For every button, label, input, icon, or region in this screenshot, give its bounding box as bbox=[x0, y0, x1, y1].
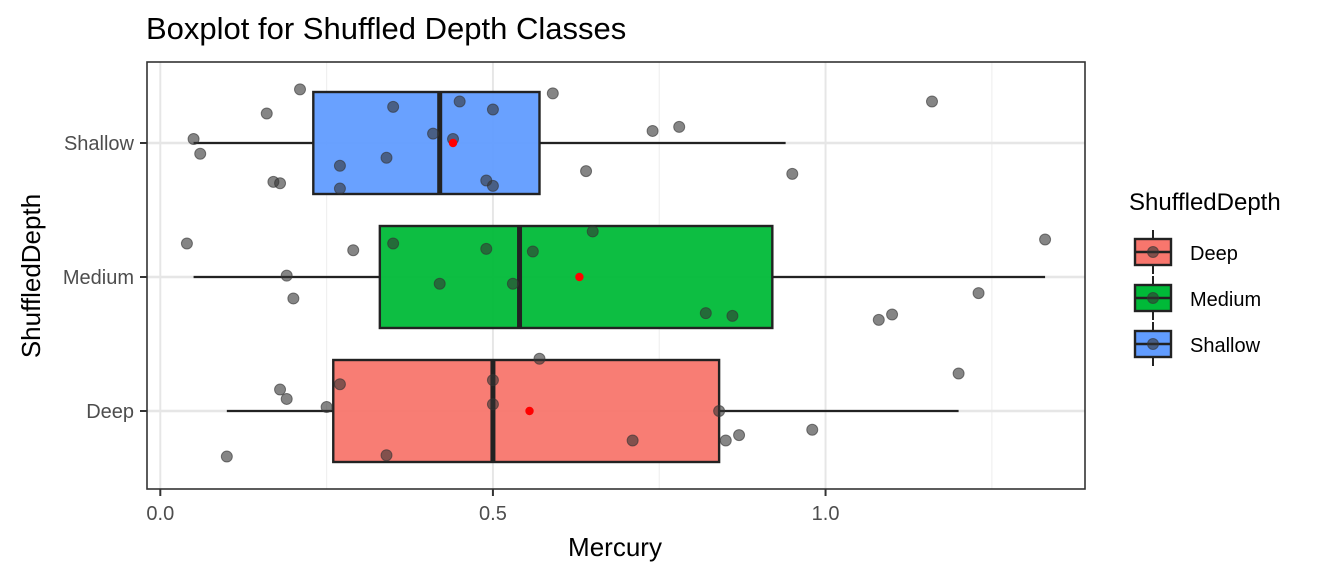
data-point-medium bbox=[180, 237, 193, 250]
data-point-shallow bbox=[925, 95, 938, 108]
data-point-shallow bbox=[294, 83, 307, 96]
data-point-shallow bbox=[333, 159, 346, 172]
data-point-deep bbox=[806, 423, 819, 436]
data-point-deep bbox=[280, 392, 293, 405]
y-tick-label: Deep bbox=[86, 401, 134, 423]
data-point-shallow bbox=[387, 100, 400, 113]
data-point-shallow bbox=[546, 87, 559, 100]
data-point-deep bbox=[713, 405, 726, 417]
panel-border bbox=[146, 61, 1086, 490]
data-point-deep bbox=[274, 383, 287, 396]
data-point-deep bbox=[333, 378, 346, 391]
data-point-shallow bbox=[427, 127, 440, 140]
x-tick-label: 0.5 bbox=[479, 503, 507, 525]
data-point-deep bbox=[952, 367, 965, 380]
data-point-deep bbox=[719, 434, 732, 447]
legend-item-deep: Deep bbox=[1133, 230, 1238, 274]
data-point-shallow bbox=[486, 103, 499, 116]
x-tick-label: 1.0 bbox=[812, 503, 840, 525]
data-point-medium bbox=[872, 313, 885, 326]
data-point-shallow bbox=[673, 120, 686, 133]
mean-point-deep bbox=[525, 406, 534, 416]
data-point-deep bbox=[320, 400, 333, 413]
data-point-shallow bbox=[486, 179, 499, 192]
data-point-medium bbox=[1039, 233, 1052, 246]
legend-item-shallow: Shallow bbox=[1133, 322, 1261, 366]
data-point-deep bbox=[626, 434, 639, 447]
mean-point-medium bbox=[575, 272, 584, 282]
data-point-shallow bbox=[187, 132, 200, 145]
data-point-shallow bbox=[453, 95, 466, 108]
data-point-deep bbox=[733, 429, 746, 442]
data-point-medium bbox=[972, 287, 985, 300]
legend-key-point bbox=[1147, 246, 1159, 258]
data-point-shallow bbox=[333, 182, 346, 195]
x-tick-label: 0.0 bbox=[146, 503, 174, 525]
data-point-deep bbox=[486, 374, 499, 387]
y-axis-title: ShuffledDepth bbox=[16, 194, 46, 358]
data-point-shallow bbox=[646, 124, 659, 137]
data-point-medium bbox=[433, 277, 446, 290]
data-point-deep bbox=[486, 398, 499, 411]
legend-label-medium: Medium bbox=[1190, 289, 1261, 311]
data-point-medium bbox=[886, 308, 899, 321]
legend: ShuffledDepth Deep Medium Shallow bbox=[1129, 189, 1281, 366]
data-point-deep bbox=[380, 449, 393, 462]
legend-label-deep: Deep bbox=[1190, 243, 1238, 265]
y-tick-label: Medium bbox=[63, 267, 134, 289]
data-point-medium bbox=[387, 237, 400, 250]
data-point-medium bbox=[526, 245, 539, 258]
data-point-medium bbox=[280, 269, 293, 282]
data-point-shallow bbox=[380, 151, 393, 164]
data-point-medium bbox=[726, 309, 739, 322]
data-point-shallow bbox=[786, 167, 799, 180]
legend-title: ShuffledDepth bbox=[1129, 189, 1281, 216]
data-point-shallow bbox=[260, 107, 273, 120]
data-point-deep bbox=[220, 450, 233, 463]
plot-panel bbox=[146, 61, 1086, 490]
box-shallow bbox=[312, 90, 541, 196]
legend-item-medium: Medium bbox=[1133, 276, 1261, 320]
legend-label-shallow: Shallow bbox=[1190, 335, 1261, 357]
y-tick-label: Shallow bbox=[64, 133, 135, 155]
chart-title: Boxplot for Shuffled Depth Classes bbox=[146, 11, 626, 46]
data-point-shallow bbox=[194, 147, 207, 160]
data-point-shallow bbox=[274, 177, 287, 190]
legend-key-point bbox=[1147, 292, 1159, 304]
data-point-medium bbox=[506, 277, 519, 290]
x-axis-title: Mercury bbox=[568, 532, 662, 562]
data-point-shallow bbox=[580, 165, 593, 178]
data-point-medium bbox=[699, 307, 712, 320]
mean-point-shallow bbox=[448, 138, 458, 148]
data-point-medium bbox=[287, 292, 300, 305]
data-point-medium bbox=[586, 225, 599, 238]
data-point-medium bbox=[347, 244, 360, 257]
data-point-deep bbox=[533, 352, 546, 365]
data-point-medium bbox=[480, 242, 493, 255]
legend-key-point bbox=[1147, 338, 1159, 350]
